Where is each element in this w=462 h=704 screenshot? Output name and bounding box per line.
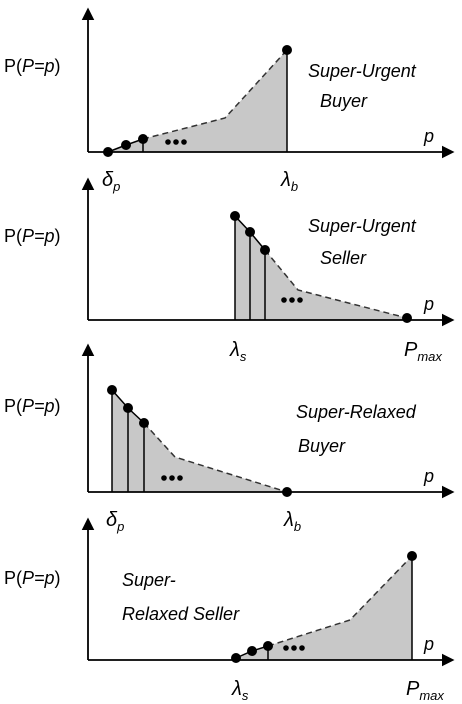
panel-title: Super- xyxy=(122,570,176,590)
text-part: P=p xyxy=(22,226,55,246)
ellipsis-dot xyxy=(165,139,171,145)
point xyxy=(139,418,149,428)
point xyxy=(103,147,113,157)
panel-title: Seller xyxy=(320,248,367,268)
distribution-area xyxy=(236,556,412,660)
panel-title: Buyer xyxy=(298,436,346,456)
point xyxy=(260,245,270,255)
text-part: p xyxy=(116,519,124,534)
point xyxy=(230,211,240,221)
text-part: λ xyxy=(280,169,291,191)
distribution-area xyxy=(235,216,407,320)
text-part: P( xyxy=(4,396,22,416)
text-part: max xyxy=(419,688,444,703)
text-part: P( xyxy=(4,56,22,76)
tick-label: δp xyxy=(106,509,124,534)
y-axis-label: P(P=p) xyxy=(4,568,61,588)
tick-label: Pmax xyxy=(404,339,442,364)
point xyxy=(123,403,133,413)
distribution-area xyxy=(108,50,287,152)
ellipsis-dot xyxy=(289,297,295,303)
ellipsis-dot xyxy=(169,475,175,481)
point xyxy=(121,140,131,150)
text-part: ) xyxy=(55,568,61,588)
text-part: P xyxy=(406,678,420,700)
panel-title: Super-Urgent xyxy=(308,216,417,236)
x-axis-label: p xyxy=(423,466,434,486)
distribution-area xyxy=(112,390,287,492)
text-part: λ xyxy=(229,339,240,361)
text-part: δ xyxy=(102,169,114,191)
text-part: λ xyxy=(283,509,294,531)
text-part: b xyxy=(291,179,298,194)
ellipsis-dot xyxy=(173,139,179,145)
panel-title: Super-Relaxed xyxy=(296,402,417,422)
panel-title: Relaxed Seller xyxy=(122,604,240,624)
y-axis-label: P(P=p) xyxy=(4,226,61,246)
ellipsis-dot xyxy=(283,645,289,651)
dashed-curve xyxy=(267,555,413,647)
tick-label: λs xyxy=(229,339,247,364)
point xyxy=(231,653,241,663)
dashed-curve xyxy=(264,249,408,319)
tick-label: λb xyxy=(283,509,301,534)
y-axis-label: P(P=p) xyxy=(4,56,61,76)
point xyxy=(263,641,273,651)
ellipsis-dot xyxy=(299,645,305,651)
tick-label: Pmax xyxy=(406,678,444,703)
text-part: s xyxy=(240,349,247,364)
point xyxy=(245,227,255,237)
text-part: ) xyxy=(55,56,61,76)
tick-label: λb xyxy=(280,169,298,194)
text-part: P( xyxy=(4,226,22,246)
text-part: P( xyxy=(4,568,22,588)
ellipsis-dot xyxy=(281,297,287,303)
point xyxy=(138,134,148,144)
x-axis-label: p xyxy=(423,634,434,654)
ellipsis-dot xyxy=(177,475,183,481)
text-part: P=p xyxy=(22,396,55,416)
text-part: ) xyxy=(55,226,61,246)
text-part: P=p xyxy=(22,568,55,588)
x-axis-label: p xyxy=(423,126,434,146)
text-part: λ xyxy=(231,678,242,700)
y-axis-label: P(P=p) xyxy=(4,396,61,416)
point xyxy=(247,646,257,656)
dashed-curve xyxy=(142,49,288,140)
point xyxy=(107,385,117,395)
text-part: s xyxy=(242,688,249,703)
x-axis-label: p xyxy=(423,294,434,314)
text-part: P=p xyxy=(22,56,55,76)
panel-title: Super-Urgent xyxy=(308,61,417,81)
ellipsis-dot xyxy=(297,297,303,303)
ellipsis-dot xyxy=(161,475,167,481)
text-part: b xyxy=(294,519,301,534)
text-part: ) xyxy=(55,396,61,416)
text-part: p xyxy=(112,179,120,194)
point xyxy=(407,551,417,561)
text-part: δ xyxy=(106,509,118,531)
ellipsis-dot xyxy=(291,645,297,651)
ellipsis-dot xyxy=(181,139,187,145)
panel: P(P=p) p λs Pmax Super- Relaxed Seller xyxy=(4,517,455,703)
text-part: P xyxy=(404,339,418,361)
tick-label: δp xyxy=(102,169,120,194)
panel-title: Buyer xyxy=(320,91,368,111)
tick-label: λs xyxy=(231,678,249,703)
point xyxy=(402,313,412,323)
dashed-curve xyxy=(143,422,288,493)
panel: P(P=p) p λs Pmax Super-Urgent Seller xyxy=(4,177,455,364)
point xyxy=(282,487,292,497)
text-part: max xyxy=(417,349,442,364)
point xyxy=(282,45,292,55)
